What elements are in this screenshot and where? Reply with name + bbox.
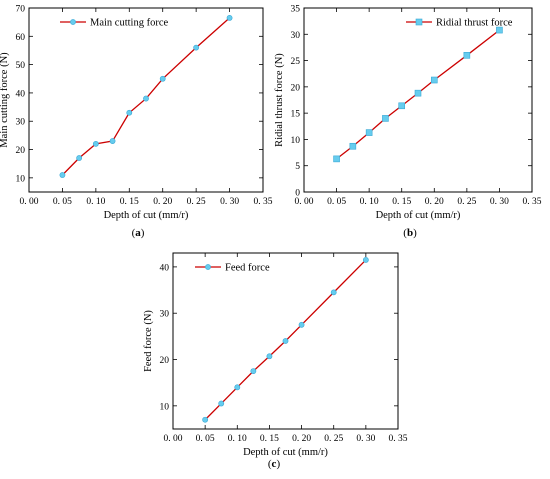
x-axis-title: Depth of cut (mm/r) [104,210,189,221]
x-tick-label: 0. 20 [153,197,172,207]
data-point [330,289,337,296]
y-tick-label: 0 [295,189,300,199]
x-tick-label: 0. 00 [164,434,183,444]
x-tick-label: 0. 35 [523,197,542,207]
y-axis-title: Feed force (N) [143,310,154,372]
data-point [365,129,373,136]
plot-frame [172,252,399,430]
y-tick-label: 30 [291,31,301,41]
x-tick-label: 0. 00 [20,197,39,207]
x-tick-label: 0. 25 [187,197,206,207]
x-tick-label: 0. 10 [228,434,247,444]
data-point [226,15,233,21]
legend-marker [70,19,76,25]
y-tick-label: 40 [16,89,26,99]
x-axis-title: Depth of cut (mm/r) [376,210,461,221]
x-tick-label: 0. 30 [220,197,239,207]
data-point [143,95,149,102]
y-tick-label: 15 [291,110,301,120]
legend-label: Main cutting force [90,18,168,29]
x-tick-label: 0. 30 [356,434,375,444]
y-tick-label: 25 [291,57,301,67]
x-tick-label: 0. 35 [254,197,273,207]
data-point [250,368,257,375]
panel-label: (c) [268,458,281,470]
data-point [362,257,369,263]
plot-frame [303,7,533,193]
plot-frame [28,7,264,193]
x-tick-label: 0. 20 [292,434,311,444]
y-tick-label: 60 [16,33,26,43]
data-point [92,140,99,147]
panel-label: (a) [132,227,145,239]
y-tick-label: 10 [16,174,26,184]
x-tick-label: 0. 10 [86,197,105,207]
chart-panel-1: 0. 00 0. 05 0. 10 0. 15 0. 20 0. 25 0. 30 0. 35… [274,5,542,240]
data-point [218,400,225,407]
y-tick-label: 40 [160,263,170,273]
chart-panel-2: 0. 00 0. 05 0. 10 0. 15 0. 20 0. 25 0. 30 0. 35… [143,252,408,470]
data-point [76,155,83,161]
x-tick-label: 0. 20 [425,197,444,207]
x-tick-label: 0. 15 [392,197,411,207]
data-point [234,384,241,391]
data-point [193,44,200,51]
data-point [59,172,66,178]
data-point [298,321,305,328]
data-point [496,26,503,34]
legend-label: Ridial thrust force [436,18,513,29]
y-tick-label: 30 [160,310,170,320]
y-axis-title: Main cutting force (N) [0,52,10,148]
data-point [126,109,133,116]
x-tick-label: 0. 00 [295,197,314,207]
data-point [414,89,422,97]
x-tick-label: 0. 05 [196,434,215,444]
x-tick-label: 0. 15 [120,197,139,207]
legend-marker [205,264,211,270]
legend-marker [415,18,423,26]
data-point [109,138,116,144]
y-tick-label: 70 [16,5,26,15]
data-point [398,102,406,110]
y-tick-label: 10 [291,136,301,146]
x-tick-label: 0. 10 [360,197,379,207]
data-point [266,353,273,360]
y-tick-label: 50 [16,61,26,71]
y-tick-label: 10 [160,402,170,412]
x-tick-label: 0. 35 [389,434,408,444]
y-tick-label: 5 [295,162,300,172]
y-tick-label: 30 [16,118,26,128]
panel-label: (b) [403,227,417,239]
x-tick-label: 0. 15 [260,434,279,444]
x-tick-label: 0. 05 [53,197,72,207]
legend-label: Feed force [225,263,270,274]
x-tick-label: 0. 30 [490,197,509,207]
data-point [382,115,389,122]
x-tick-label: 0. 25 [457,197,476,207]
y-axis-title: Ridial thrust force (N) [274,53,285,147]
data-point [333,155,340,163]
data-point [463,52,471,59]
data-point [202,416,209,423]
data-point [349,142,357,150]
x-tick-label: 0. 05 [327,197,346,207]
data-point [282,338,289,344]
x-tick-label: 0. 25 [324,434,343,444]
y-tick-label: 20 [16,146,26,156]
y-tick-label: 20 [160,356,170,366]
chart-panel-0: 0. 00 0. 05 0. 10 0. 15 0. 20 0. 25 0. 30 0. 35… [0,5,273,240]
y-tick-label: 20 [291,83,301,93]
x-axis-title: Depth of cut (mm/r) [243,447,328,458]
data-point [159,75,166,82]
y-tick-label: 35 [291,5,301,15]
data-point [430,76,438,84]
